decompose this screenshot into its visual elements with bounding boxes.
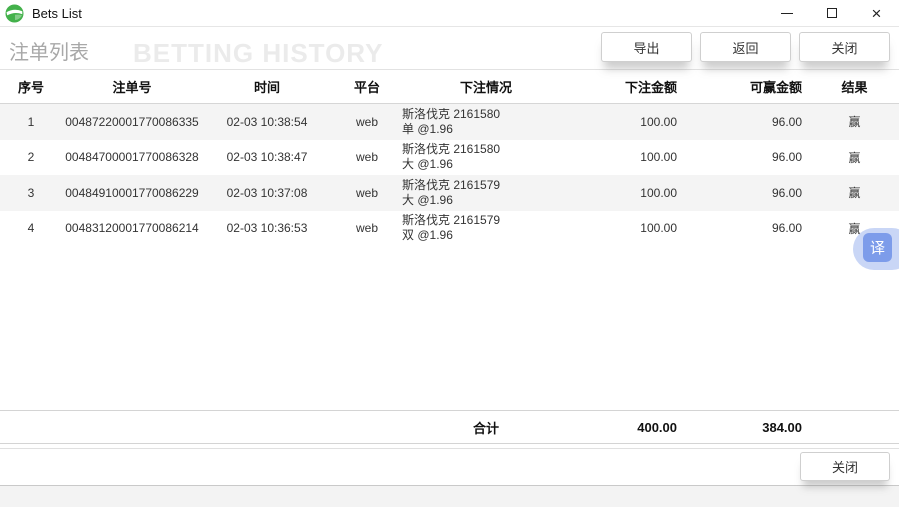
cell-winnable: 96.00 [771, 150, 802, 165]
page-header: 注单列表 BETTING HISTORY 导出 返回 关闭 [0, 27, 899, 70]
cell-result: 赢 [848, 115, 861, 130]
cell-winnable: 96.00 [771, 185, 802, 200]
cell-bet-id: 00487220001770086335 [65, 114, 199, 129]
col-header-winnable: 可赢金额 [749, 80, 802, 95]
close-page-button[interactable]: 关闭 [799, 32, 890, 62]
cell-details: 斯洛伐克 2161580 单 @1.96 [402, 107, 570, 137]
table-row: 2 00484700001770086328 02-03 10:38:47 we… [0, 140, 899, 176]
maximize-button[interactable] [809, 0, 854, 26]
col-header-bet-id: 注单号 [112, 80, 152, 95]
maximize-icon [826, 8, 837, 18]
bottom-strip [0, 485, 899, 507]
col-header-details: 下注情况 [459, 80, 512, 95]
title-bar: Bets List × [0, 0, 899, 27]
details-line2: 单 @1.96 [402, 121, 453, 136]
close-window-button[interactable]: × [854, 0, 899, 26]
cell-no: 4 [27, 221, 35, 236]
cell-bet-id: 00484910001770086229 [65, 185, 199, 200]
cell-time: 02-03 10:37:08 [226, 185, 308, 200]
details-line2: 大 @1.96 [402, 192, 453, 207]
header-buttons: 导出 返回 关闭 [601, 32, 890, 62]
window-title: Bets List [32, 5, 82, 21]
translate-icon[interactable]: 译 [863, 233, 892, 262]
cell-bet-id: 00484700001770086328 [65, 150, 199, 165]
cell-result: 赢 [848, 186, 861, 201]
back-button[interactable]: 返回 [700, 32, 791, 62]
col-header-result: 结果 [841, 80, 868, 95]
cell-details: 斯洛伐克 2161580 大 @1.96 [402, 142, 570, 172]
table-row: 3 00484910001770086229 02-03 10:37:08 we… [0, 175, 899, 211]
table-row: 1 00487220001770086335 02-03 10:38:54 we… [0, 104, 899, 140]
cell-amount: 100.00 [640, 114, 677, 129]
bets-table: 序号 注单号 时间 平台 下注情况 下注金额 可赢金额 结果 1 0048722… [0, 70, 899, 444]
col-header-time: 时间 [253, 80, 280, 95]
details-line2: 双 @1.96 [402, 228, 453, 243]
table-header-row: 序号 注单号 时间 平台 下注情况 下注金额 可赢金额 结果 [0, 70, 899, 104]
total-label: 合计 [472, 420, 499, 436]
minimize-button[interactable] [764, 0, 809, 26]
col-header-amount: 下注金额 [624, 80, 677, 95]
table-empty-area [0, 246, 899, 410]
app-icon [5, 4, 24, 23]
cell-amount: 100.00 [640, 150, 677, 165]
details-line2: 大 @1.96 [402, 157, 453, 172]
cell-winnable: 96.00 [771, 221, 802, 236]
footer-close-button[interactable]: 关闭 [800, 452, 890, 481]
cell-time: 02-03 10:38:47 [226, 150, 308, 165]
details-line1: 斯洛伐克 2161579 [402, 177, 501, 192]
cell-no: 2 [27, 150, 35, 165]
cell-winnable: 96.00 [771, 114, 802, 129]
cell-time: 02-03 10:36:53 [226, 221, 308, 236]
cell-result: 赢 [848, 150, 861, 165]
cell-no: 3 [27, 185, 35, 200]
total-row: 合计 400.00 384.00 [0, 410, 899, 444]
page-title: 注单列表 [9, 42, 89, 64]
window-controls: × [764, 0, 899, 26]
col-header-no: 序号 [17, 80, 44, 95]
cell-bet-id: 00483120001770086214 [65, 221, 199, 236]
cell-platform: web [355, 185, 378, 200]
cell-time: 02-03 10:38:54 [226, 114, 308, 129]
total-amount: 400.00 [637, 419, 677, 435]
cell-details: 斯洛伐克 2161579 大 @1.96 [402, 178, 570, 208]
details-line1: 斯洛伐克 2161580 [402, 106, 501, 121]
cell-details: 斯洛伐克 2161579 双 @1.96 [402, 213, 570, 243]
cell-platform: web [355, 150, 378, 165]
export-button[interactable]: 导出 [601, 32, 692, 62]
minimize-icon [780, 12, 793, 14]
footer: 关闭 [0, 448, 899, 485]
cell-platform: web [355, 114, 378, 129]
details-line1: 斯洛伐克 2161579 [402, 213, 501, 228]
watermark-text: BETTING HISTORY [133, 38, 384, 68]
cell-result: 赢 [848, 221, 861, 236]
cell-no: 1 [27, 114, 35, 129]
cell-platform: web [355, 221, 378, 236]
cell-amount: 100.00 [640, 185, 677, 200]
total-winnable: 384.00 [762, 419, 802, 435]
translate-button[interactable]: 译 [853, 228, 899, 270]
col-header-platform: 平台 [353, 80, 380, 95]
cell-amount: 100.00 [640, 221, 677, 236]
details-line1: 斯洛伐克 2161580 [402, 142, 501, 157]
table-row: 4 00483120001770086214 02-03 10:36:53 we… [0, 211, 899, 247]
close-icon: × [871, 3, 882, 23]
